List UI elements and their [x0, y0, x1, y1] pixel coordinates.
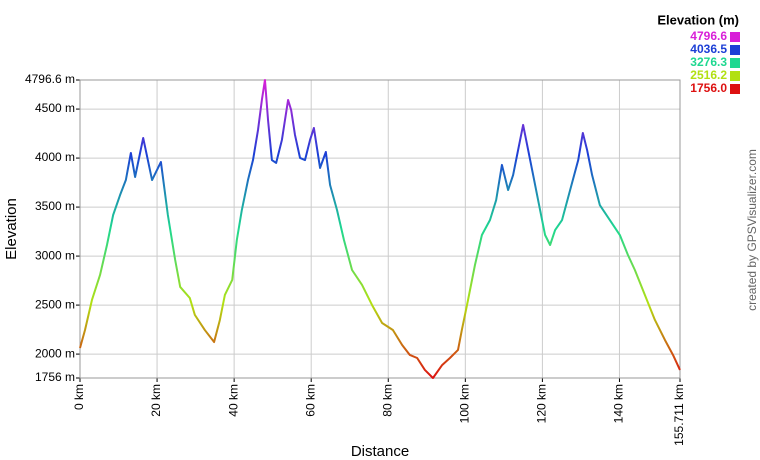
y-tick-label: 2000 m: [35, 346, 75, 360]
y-axis-label: Elevation: [3, 198, 20, 260]
legend-label: 1756.0: [690, 81, 727, 95]
legend-label: 2516.2: [690, 68, 727, 82]
legend-label: 3276.3: [690, 55, 727, 69]
x-axis-label: Distance: [351, 443, 409, 460]
x-tick-label: 120 km: [535, 384, 549, 423]
plot-frame: [79, 79, 681, 379]
y-tick-label: 3500 m: [35, 199, 75, 213]
x-tick-label: 40 km: [226, 384, 240, 417]
y-tick-label: 3000 m: [35, 248, 75, 262]
x-tick-label: 140 km: [612, 384, 626, 423]
x-tick-label: 0 km: [72, 384, 86, 410]
legend-swatch: [730, 58, 740, 68]
legend-swatch: [730, 71, 740, 81]
y-tick-label: 4500 m: [35, 101, 75, 115]
x-tick-label: 20 km: [149, 384, 163, 417]
elevation-line: [79, 78, 681, 379]
legend-label: 4036.5: [690, 42, 727, 56]
x-tick-label: 100 km: [458, 384, 472, 423]
legend-label: 4796.6: [690, 29, 727, 43]
x-tick-label: 60 km: [303, 384, 317, 417]
legend-swatch: [730, 45, 740, 55]
y-tick-label: 4796.6 m: [25, 72, 75, 86]
legend-swatch: [730, 32, 740, 42]
credit: created by GPSVisualizer.com: [745, 149, 759, 311]
y-tick-label: 1756 m: [35, 370, 75, 384]
x-tick-label: 80 km: [380, 384, 394, 417]
y-tick-label: 2500 m: [35, 297, 75, 311]
x-tick-label: 155.711 km: [672, 384, 686, 446]
y-tick-label: 4000 m: [35, 150, 75, 164]
legend-swatch: [730, 84, 740, 94]
legend-title: Elevation (m): [657, 12, 739, 27]
